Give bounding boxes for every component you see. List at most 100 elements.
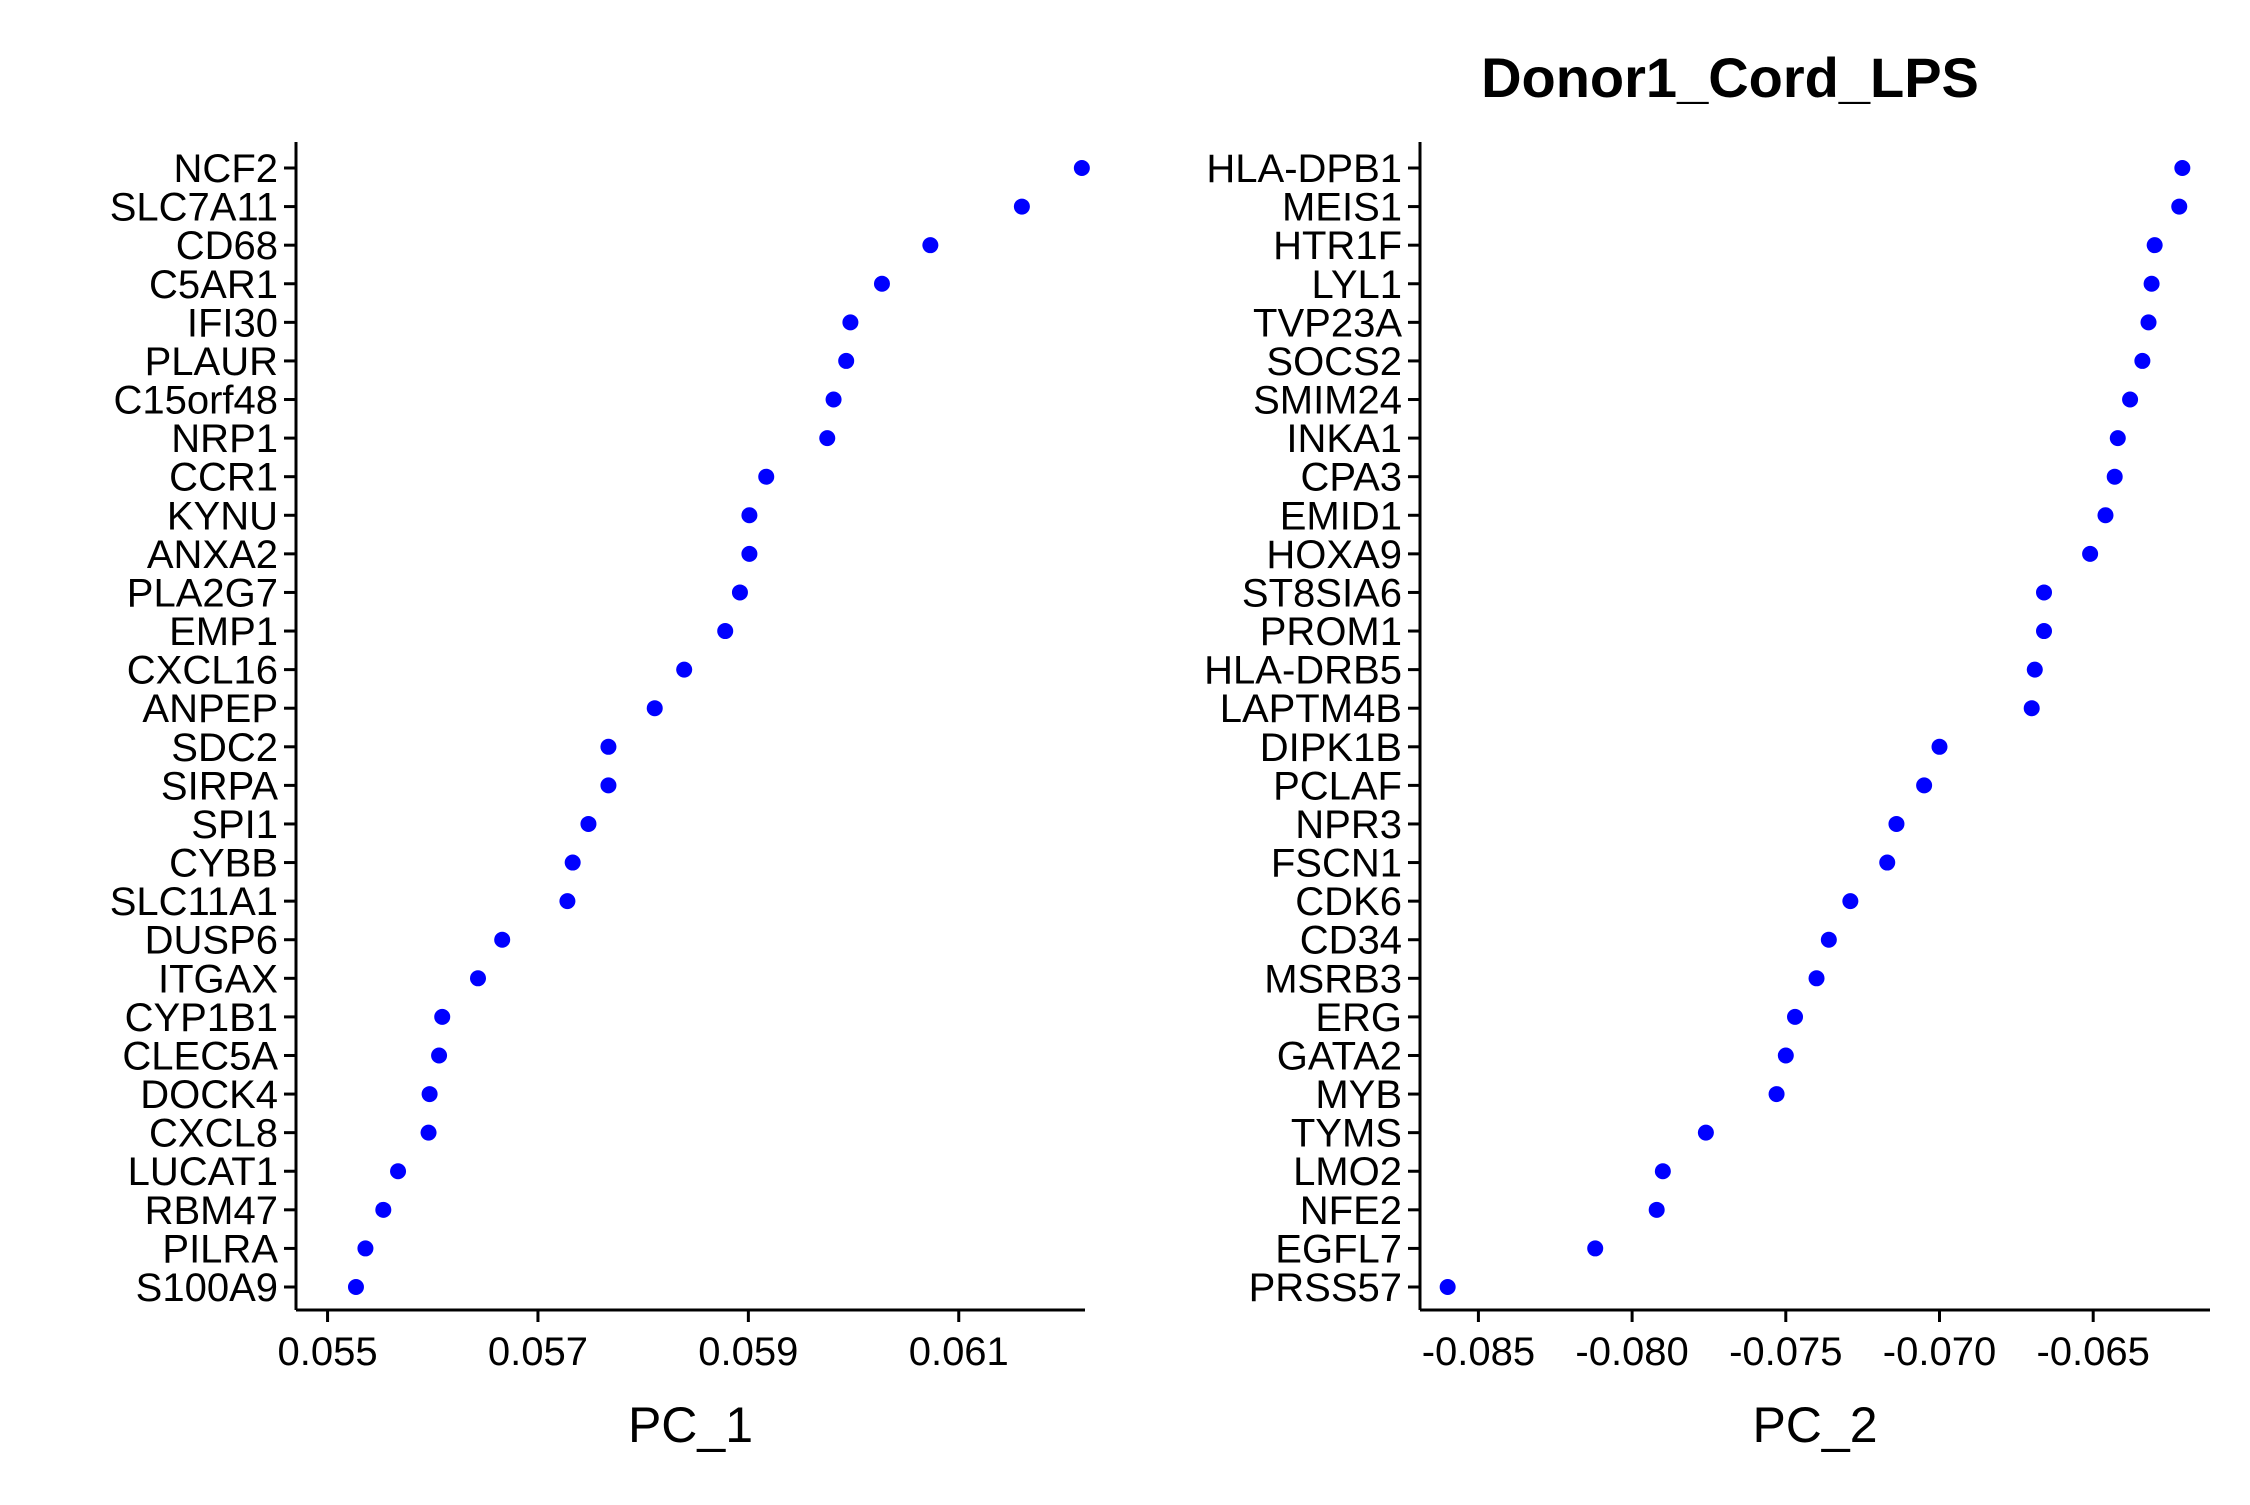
x-tick-label: -0.075 (1729, 1330, 1842, 1374)
gene-label: C15orf48 (113, 379, 278, 423)
data-point (2122, 391, 2139, 408)
data-point (600, 738, 617, 755)
gene-label: FSCN1 (1271, 842, 1402, 886)
data-point (1808, 970, 1825, 987)
gene-label: MYB (1315, 1073, 1402, 1117)
gene-label: CXCL16 (127, 649, 278, 693)
panel-pc1: NCF2SLC7A11CD68C5AR1IFI30PLAURC15orf48NR… (110, 142, 1090, 1453)
gene-label: PLAUR (145, 340, 278, 384)
data-point (2106, 468, 2123, 485)
gene-label: CXCL8 (149, 1112, 278, 1156)
data-point (2082, 545, 2099, 562)
gene-label: ST8SIA6 (1242, 571, 1402, 615)
gene-label: EMP1 (169, 610, 278, 654)
data-point (1768, 1086, 1785, 1103)
data-point (1888, 815, 1905, 832)
gene-label: EGFL7 (1275, 1227, 1402, 1271)
data-point (1013, 198, 1030, 215)
x-tick-label: -0.070 (1883, 1330, 1996, 1374)
data-point (2023, 700, 2040, 717)
gene-label: DUSP6 (145, 919, 278, 963)
gene-label: INKA1 (1286, 417, 1402, 461)
gene-label: LAPTM4B (1220, 687, 1402, 731)
x-tick-label: -0.085 (1422, 1330, 1535, 1374)
data-point (1654, 1163, 1671, 1180)
data-point (2146, 237, 2163, 254)
data-point (2036, 623, 2053, 640)
data-point (741, 545, 758, 562)
gene-label: TYMS (1291, 1112, 1402, 1156)
gene-label: PILRA (162, 1227, 278, 1271)
gene-label: CCR1 (169, 456, 278, 500)
data-point (2097, 507, 2114, 524)
data-point (758, 468, 775, 485)
gene-label: SLC7A11 (110, 186, 278, 230)
data-point (1697, 1124, 1714, 1141)
gene-label: LYL1 (1312, 263, 1402, 307)
data-point (580, 815, 597, 832)
gene-label: RBM47 (145, 1189, 278, 1233)
gene-label: SMIM24 (1253, 379, 1402, 423)
data-point (600, 777, 617, 794)
gene-label: ANXA2 (147, 533, 278, 577)
gene-label: MEIS1 (1282, 186, 1402, 230)
data-point (1842, 893, 1859, 910)
data-point (357, 1240, 374, 1257)
gene-label: HOXA9 (1266, 533, 1402, 577)
data-point (717, 623, 734, 640)
gene-label: LMO2 (1293, 1150, 1402, 1194)
gene-label: HTR1F (1273, 224, 1402, 268)
data-point (1787, 1008, 1804, 1025)
data-point (922, 237, 939, 254)
gene-label: SIRPA (161, 764, 278, 808)
gene-label: DOCK4 (140, 1073, 278, 1117)
x-axis-title: PC_2 (1752, 1397, 1877, 1453)
gene-label: CD68 (176, 224, 278, 268)
gene-label: NRP1 (171, 417, 278, 461)
data-point (347, 1279, 364, 1295)
data-point (676, 661, 693, 678)
gene-label: NCF2 (174, 147, 278, 191)
data-point (819, 430, 836, 447)
x-tick-label: 0.057 (488, 1330, 588, 1374)
gene-label: SLC11A1 (110, 880, 278, 924)
gene-label: CYBB (169, 842, 278, 886)
gene-label: ITGAX (158, 957, 278, 1001)
data-point (741, 507, 758, 524)
data-point (2143, 275, 2160, 292)
data-point (1931, 738, 1948, 755)
data-point (1439, 1279, 1456, 1295)
data-point (873, 275, 890, 292)
gene-label: HLA-DPB1 (1206, 147, 1402, 191)
data-point (559, 893, 576, 910)
x-axis-title: PC_1 (628, 1397, 753, 1453)
gene-label: KYNU (167, 494, 278, 538)
data-point (2174, 160, 2191, 176)
gene-label: CD34 (1300, 919, 1402, 963)
x-tick-label: -0.080 (1575, 1330, 1688, 1374)
data-point (2036, 584, 2053, 601)
gene-label: GATA2 (1277, 1034, 1402, 1078)
gene-label: PCLAF (1273, 764, 1402, 808)
panel-pc2: HLA-DPB1MEIS1HTR1FLYL1TVP23ASOCS2SMIM24I… (1204, 142, 2210, 1453)
data-point (434, 1008, 451, 1025)
gene-label: SOCS2 (1266, 340, 1402, 384)
gene-label: PLA2G7 (127, 571, 278, 615)
data-point (2134, 352, 2151, 369)
data-point (731, 584, 748, 601)
data-point (2109, 430, 2126, 447)
data-point (1777, 1047, 1794, 1064)
data-point (838, 352, 855, 369)
gene-label: C5AR1 (149, 263, 278, 307)
x-tick-label: 0.055 (278, 1330, 378, 1374)
gene-label: NPR3 (1295, 803, 1402, 847)
data-point (1820, 931, 1837, 948)
gene-label: EMID1 (1280, 494, 1402, 538)
data-point (2026, 661, 2043, 678)
gene-label: CDK6 (1295, 880, 1402, 924)
gene-label: DIPK1B (1260, 726, 1402, 770)
gene-label: ANPEP (142, 687, 278, 731)
data-point (1587, 1240, 1604, 1257)
